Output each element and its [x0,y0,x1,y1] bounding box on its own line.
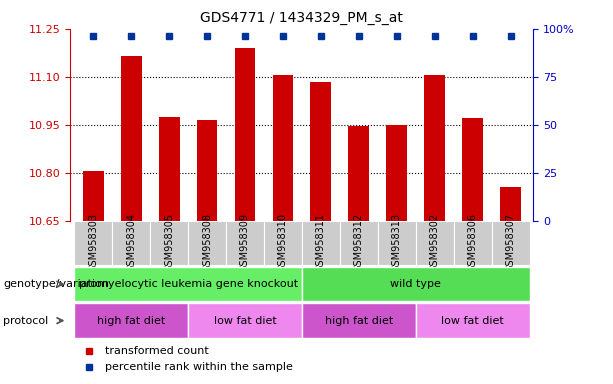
Bar [454,221,492,265]
Bar [235,48,256,221]
Text: GSM958309: GSM958309 [240,214,250,272]
Bar [416,221,454,265]
Text: high fat diet: high fat diet [325,316,393,326]
Bar [416,303,530,338]
Text: protocol: protocol [3,316,48,326]
Text: GSM958313: GSM958313 [392,214,402,272]
Text: GSM958307: GSM958307 [506,214,516,272]
Text: promyelocytic leukemia gene knockout: promyelocytic leukemia gene knockout [78,279,298,289]
Bar [197,120,218,221]
Title: GDS4771 / 1434329_PM_s_at: GDS4771 / 1434329_PM_s_at [200,11,403,25]
Text: wild type: wild type [390,279,441,289]
Bar [302,267,530,301]
Text: GSM958306: GSM958306 [468,214,478,272]
Bar [74,221,112,265]
Bar [188,221,226,265]
Bar [150,221,188,265]
Bar [159,117,180,221]
Text: percentile rank within the sample: percentile rank within the sample [105,362,293,372]
Bar [273,75,294,221]
Text: GSM958311: GSM958311 [316,214,326,272]
Bar [378,221,416,265]
Text: high fat diet: high fat diet [97,316,166,326]
Bar [302,303,416,338]
Bar [386,125,407,221]
Text: GSM958303: GSM958303 [88,214,98,272]
Bar [74,267,302,301]
Bar [340,221,378,265]
Text: genotype/variation: genotype/variation [3,279,109,289]
Text: GSM958304: GSM958304 [126,214,136,272]
Text: low fat diet: low fat diet [441,316,504,326]
Text: GSM958310: GSM958310 [278,214,288,272]
Bar [424,75,445,221]
Text: GSM958305: GSM958305 [164,214,174,272]
Bar [74,303,188,338]
Text: GSM958308: GSM958308 [202,214,212,272]
Text: transformed count: transformed count [105,346,209,356]
Bar [226,221,264,265]
Bar [500,187,521,221]
Text: GSM958302: GSM958302 [430,214,440,272]
Bar [83,171,104,221]
Text: GSM958312: GSM958312 [354,214,364,272]
Bar [462,118,483,221]
Bar [121,56,142,221]
Bar [310,81,331,221]
Bar [348,126,369,221]
Text: low fat diet: low fat diet [213,316,276,326]
Bar [302,221,340,265]
Bar [492,221,530,265]
Bar [264,221,302,265]
Bar [188,303,302,338]
Bar [112,221,150,265]
